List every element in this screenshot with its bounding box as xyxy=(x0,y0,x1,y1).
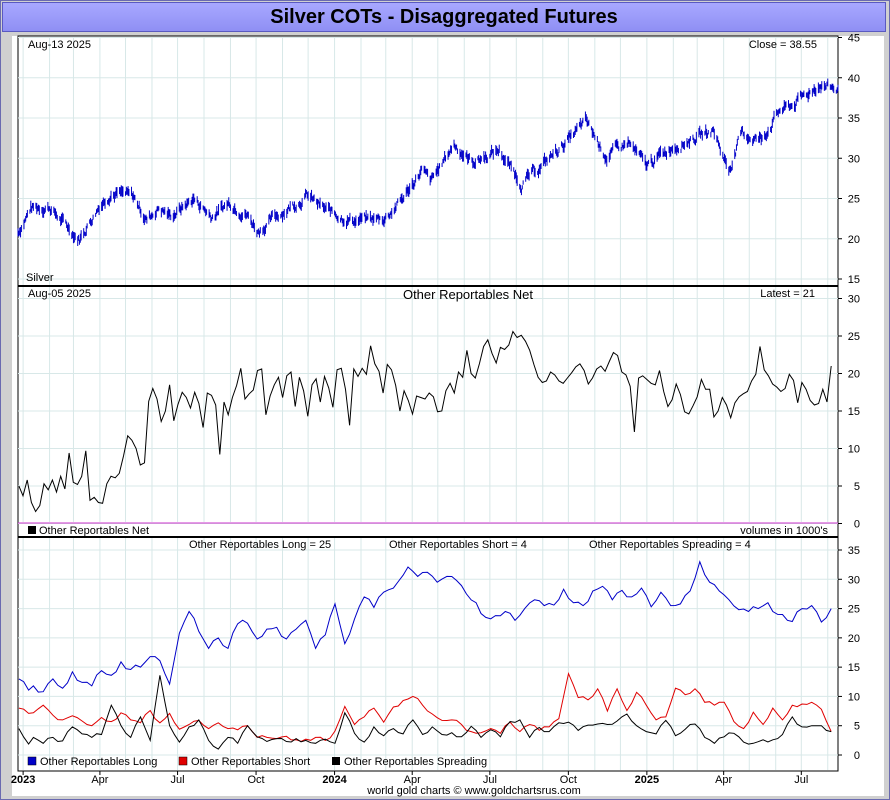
y-tick-label: 25 xyxy=(848,194,860,206)
price-label: Silver xyxy=(26,272,54,284)
y-tick-label: 0 xyxy=(854,519,860,531)
y-tick-label: 35 xyxy=(848,545,860,557)
x-axis-ticks: 2023 Apr Jul Oct 2024 Apr Jul Oct 2025 Apr Jul xyxy=(11,771,808,786)
spread-latest: Other Reportables Spreading = 4 xyxy=(589,539,751,551)
y-tick-label: 30 xyxy=(848,294,860,306)
spreading-series-line xyxy=(18,675,832,750)
x-tick-label: Apr xyxy=(715,774,732,786)
footer-credit: world gold charts © www.goldchartsrus.co… xyxy=(366,785,581,797)
x-tick-label: Apr xyxy=(91,774,108,786)
y-tick-label: 0 xyxy=(854,750,860,762)
legend-long: Other Reportables Long xyxy=(40,756,157,768)
x-tick-label: 2024 xyxy=(322,774,347,786)
price-date: Aug-13 2025 xyxy=(28,39,91,51)
plot-background xyxy=(12,36,884,796)
y-tick-label: 30 xyxy=(848,153,860,165)
y-tick-label: 15 xyxy=(848,406,860,418)
x-tick-label: Oct xyxy=(560,774,577,786)
long-latest: Other Reportables Long = 25 xyxy=(189,539,331,551)
x-tick-label: Jul xyxy=(171,774,185,786)
x-tick-label: 2025 xyxy=(635,774,659,786)
y-tick-label: 25 xyxy=(848,331,860,343)
x-tick-label: Oct xyxy=(248,774,265,786)
y-tick-label: 25 xyxy=(848,604,860,616)
y-tick-label: 45 xyxy=(848,33,860,45)
x-tick-label: Jul xyxy=(794,774,808,786)
x-tick-label: Jul xyxy=(483,774,497,786)
y-tick-label: 30 xyxy=(848,574,860,586)
net-legend: Other Reportables Net xyxy=(39,525,149,537)
y-axis-ticks: 15 20 25 30 35 40 45 0 5 10 15 20 25 30 0 5 10 15 20 25 30 35 xyxy=(838,33,860,762)
plot-border xyxy=(17,35,839,772)
legend-swatch-long xyxy=(27,756,37,766)
net-date: Aug-05 2025 xyxy=(28,288,91,300)
y-tick-label: 15 xyxy=(848,274,860,286)
y-tick-label: 10 xyxy=(848,444,860,456)
y-tick-label: 20 xyxy=(848,369,860,381)
x-tick-label: 2023 xyxy=(11,774,35,786)
y-tick-label: 5 xyxy=(854,481,860,493)
y-tick-label: 5 xyxy=(854,721,860,733)
legend-short: Other Reportables Short xyxy=(191,756,310,768)
y-tick-label: 40 xyxy=(848,73,860,85)
y-tick-label: 35 xyxy=(848,113,860,125)
short-latest: Other Reportables Short = 4 xyxy=(389,539,527,551)
legend-swatch-short xyxy=(178,756,188,766)
chart-title: Silver COTs - Disaggregated Futures xyxy=(2,2,886,32)
short-series-line xyxy=(18,671,832,742)
long-series-line xyxy=(18,560,832,693)
net-latest: Latest = 21 xyxy=(760,288,815,300)
series-layer xyxy=(17,78,839,750)
y-tick-label: 20 xyxy=(848,633,860,645)
gridlines xyxy=(18,37,838,770)
y-tick-label: 15 xyxy=(848,662,860,674)
silver-price-series xyxy=(17,78,839,247)
legend-swatch-spreading xyxy=(332,757,340,765)
x-tick-label: Apr xyxy=(404,774,421,786)
y-tick-label: 10 xyxy=(848,691,860,703)
net-legend-swatch xyxy=(28,526,36,534)
net-series-line xyxy=(18,330,832,513)
y-tick-label: 20 xyxy=(848,234,860,246)
price-latest: Close = 38.55 xyxy=(749,39,817,51)
net-units: volumes in 1000's xyxy=(740,525,828,537)
legend-spreading: Other Reportables Spreading xyxy=(344,756,487,768)
net-title: Other Reportables Net xyxy=(403,287,533,302)
